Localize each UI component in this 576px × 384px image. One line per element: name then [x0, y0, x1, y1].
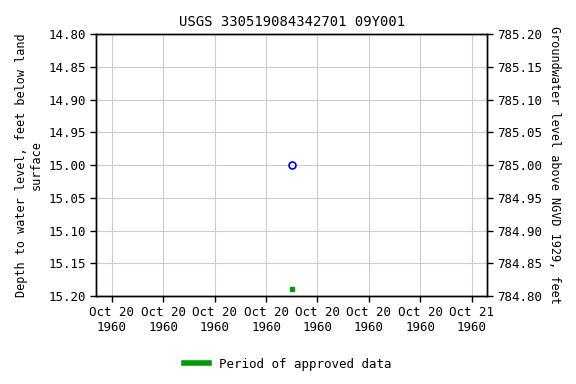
- Y-axis label: Groundwater level above NGVD 1929, feet: Groundwater level above NGVD 1929, feet: [548, 26, 561, 304]
- Y-axis label: Depth to water level, feet below land
surface: Depth to water level, feet below land su…: [15, 33, 43, 297]
- Title: USGS 330519084342701 09Y001: USGS 330519084342701 09Y001: [179, 15, 405, 29]
- Legend: Period of approved data: Period of approved data: [179, 353, 397, 376]
